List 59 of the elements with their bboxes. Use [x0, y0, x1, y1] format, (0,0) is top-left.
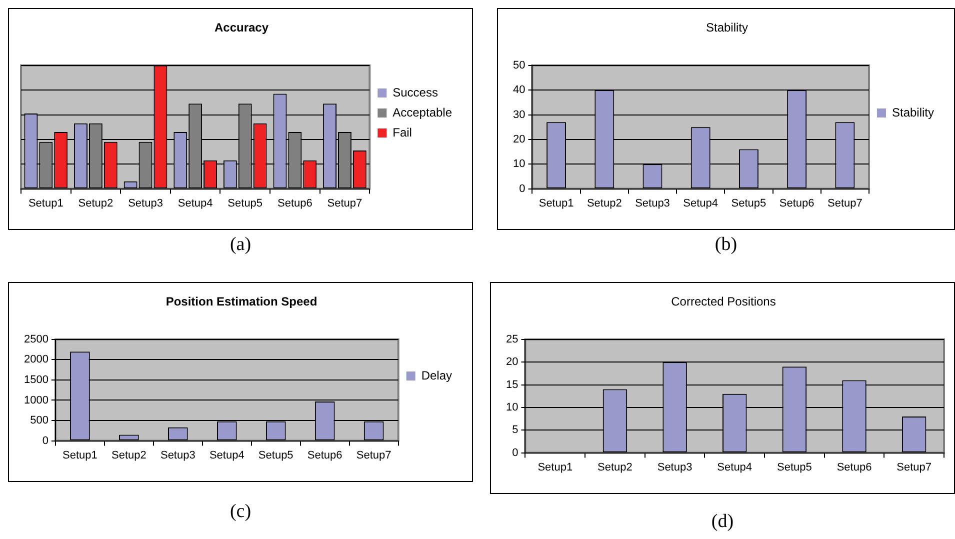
x-tick-label: Setup1 — [28, 197, 64, 210]
chart-title: Position Estimation Speed — [166, 294, 318, 309]
y-tick-label: 0 — [42, 434, 48, 447]
legend-label: Delay — [421, 368, 452, 382]
x-tick-label: Setup4 — [717, 461, 752, 474]
y-tick-label: 5 — [512, 424, 518, 436]
y-tick-label: 40 — [512, 84, 526, 96]
x-tick-label: Setup7 — [356, 449, 392, 462]
x-tick-label: Setup6 — [836, 461, 872, 474]
x-tick-label: Setup3 — [128, 197, 163, 210]
y-tick-label: 1500 — [24, 374, 48, 386]
legend-label: Stability — [892, 105, 934, 120]
x-tick-label: Setup4 — [209, 449, 244, 462]
y-tick-label: 15 — [506, 378, 518, 391]
x-tick-label: Setup5 — [731, 197, 766, 210]
legend-label: Fail — [392, 125, 412, 140]
x-tick-label: Setup1 — [538, 197, 574, 210]
x-tick-label: Setup3 — [657, 461, 692, 474]
y-tick-label: 2000 — [24, 354, 48, 366]
y-tick-label: 25 — [506, 333, 518, 346]
x-tick-label: Setup4 — [683, 197, 718, 210]
x-tick-label: Setup1 — [538, 461, 573, 474]
chart-title: Stability — [706, 20, 748, 35]
legend-label: Acceptable — [392, 105, 452, 120]
y-tick-label: 30 — [512, 108, 526, 121]
legend-label: Success — [392, 85, 438, 100]
x-tick-label: Setup6 — [307, 449, 342, 462]
text: (a) — [228, 234, 252, 256]
y-tick-label: 20 — [512, 133, 526, 146]
y-tick-label: 50 — [512, 59, 526, 72]
x-tick-label: Setup2 — [598, 461, 632, 474]
text: (d) — [710, 511, 735, 533]
x-tick-label: Setup7 — [827, 197, 862, 210]
x-tick-label: Setup7 — [327, 197, 362, 210]
x-tick-label: Setup6 — [779, 197, 814, 210]
y-tick-label: 10 — [506, 401, 518, 414]
y-tick-label: 20 — [506, 356, 518, 368]
x-tick-label: Setup5 — [228, 197, 263, 210]
y-tick-label: 0 — [512, 446, 518, 459]
y-tick-label: 0 — [519, 182, 526, 195]
y-tick-label: 1000 — [24, 394, 48, 406]
y-tick-label: 10 — [512, 158, 526, 170]
chart-title: Accuracy — [214, 20, 269, 35]
x-tick-label: Setup3 — [160, 449, 196, 462]
x-tick-label: Setup2 — [78, 197, 114, 210]
x-tick-label: Setup2 — [112, 449, 146, 462]
x-tick-label: Setup3 — [635, 197, 670, 210]
x-tick-label: Setup2 — [586, 197, 622, 210]
x-tick-label: Setup7 — [896, 461, 932, 474]
x-tick-label: Setup6 — [277, 197, 312, 210]
text: (c) — [228, 501, 252, 523]
x-tick-label: Setup5 — [258, 449, 294, 462]
text: (b) — [714, 234, 738, 256]
x-tick-label: Setup5 — [777, 461, 812, 474]
y-tick-label: 500 — [30, 414, 48, 427]
x-tick-label: Setup1 — [62, 449, 98, 462]
y-tick-label: 2500 — [24, 333, 48, 346]
chart-title: Corrected Positions — [671, 294, 776, 309]
x-tick-label: Setup4 — [178, 197, 213, 210]
